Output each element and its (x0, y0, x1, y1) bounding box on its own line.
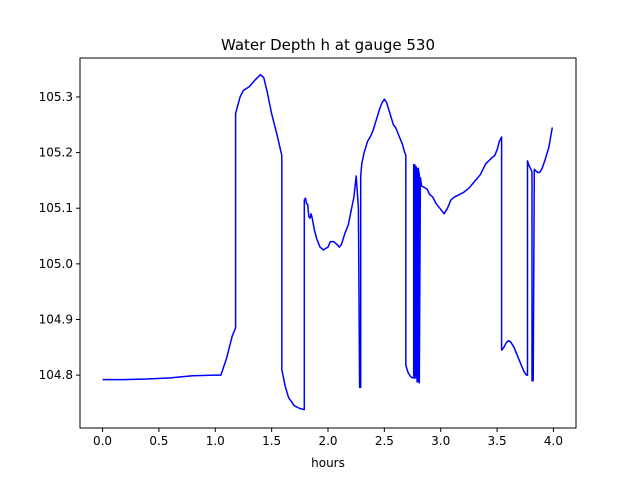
y-tick-label: 105.3 (39, 90, 73, 104)
y-tick-label: 105.0 (39, 257, 73, 271)
y-tick-label: 104.9 (39, 313, 73, 327)
x-tick-label: 1.0 (206, 434, 225, 448)
y-tick-label: 105.1 (39, 201, 73, 215)
series-line-0 (102, 73, 554, 411)
y-tick-label: 104.8 (39, 368, 73, 382)
axes: 0.0 0.5 1.0 1.5 2.0 2.5 3.0 3.5 4.0 104.8 104.9 105… (39, 90, 563, 448)
x-tick-label: 2.5 (375, 434, 394, 448)
x-tick-label: 0.5 (149, 434, 168, 448)
x-tick-label: 3.0 (431, 434, 450, 448)
x-tick-label: 3.5 (488, 434, 507, 448)
x-tick-label: 4.0 (544, 434, 563, 448)
x-tick-label: 2.0 (318, 434, 337, 448)
x-tick-label: 1.5 (262, 434, 281, 448)
axes-frame (79, 57, 577, 429)
chart-title: Water Depth h at gauge 530 (221, 36, 435, 54)
x-tick-label: 0.0 (93, 434, 112, 448)
x-axis-label: hours (311, 456, 345, 470)
plot-area (102, 73, 554, 411)
y-tick-label: 105.2 (39, 146, 73, 160)
